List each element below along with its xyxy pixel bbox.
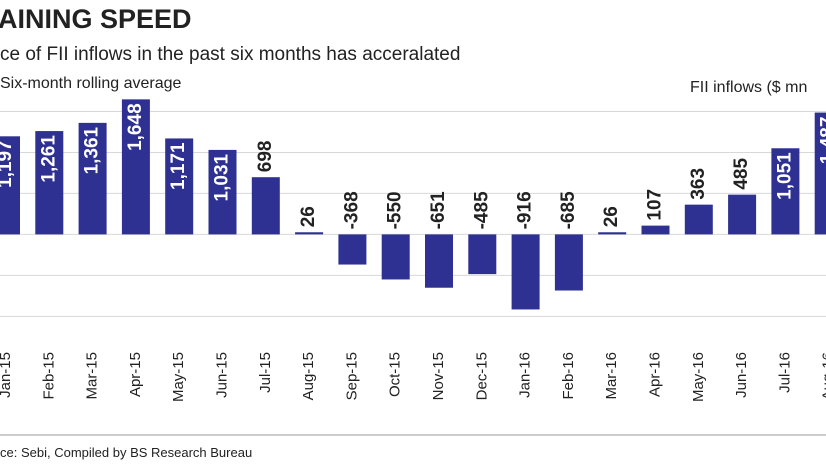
x-tick-label: Aug-16: [820, 352, 826, 400]
x-tick-label: Jan-15: [0, 352, 14, 398]
value-label: 1,051: [774, 152, 795, 200]
x-tick-label: Jul-15: [257, 352, 274, 393]
bar: [295, 232, 324, 235]
x-tick-label: Apr-15: [127, 352, 144, 397]
bar: [78, 122, 107, 235]
x-tick-label: Sep-15: [343, 352, 360, 400]
bar: [598, 232, 627, 235]
value-label: 1,031: [212, 153, 233, 201]
bar: [771, 148, 800, 235]
x-tick-label: Feb-15: [40, 352, 57, 400]
bar: [554, 234, 583, 291]
bar: [338, 234, 367, 265]
bar: [684, 204, 713, 235]
bar: [208, 149, 237, 235]
x-tick-label: Jan-16: [517, 352, 534, 398]
value-label: -685: [558, 191, 579, 229]
bar: [251, 177, 280, 235]
bar: [728, 194, 757, 235]
x-tick-label: Jun-15: [213, 352, 230, 398]
chart-title: AINING SPEED: [0, 4, 192, 34]
value-label: 1,197: [0, 140, 16, 188]
value-label: -651: [428, 191, 449, 229]
value-label: 1,487: [818, 117, 826, 165]
unit-label: FII inflows ($ mn: [690, 79, 807, 96]
bar: [0, 136, 20, 235]
x-tick-label: May-15: [170, 352, 187, 402]
value-label: 1,361: [82, 126, 103, 174]
bar: [121, 99, 150, 235]
source: ce: Sebi, Compiled by BS Research Bureau: [0, 445, 252, 460]
bar: [468, 234, 497, 275]
value-label: 1,171: [168, 142, 189, 190]
value-label: -485: [471, 191, 492, 229]
x-tick-label: Feb-16: [560, 352, 577, 400]
value-label: 698: [255, 140, 276, 172]
bar: [425, 234, 453, 288]
bar: [35, 131, 64, 235]
x-tick-label: Nov-15: [430, 352, 447, 400]
value-label: 26: [601, 206, 622, 227]
bar: [511, 234, 540, 310]
x-tick-label: May-16: [690, 352, 707, 402]
x-tick-label: Apr-16: [646, 352, 663, 397]
bar: [165, 138, 194, 235]
value-label: 26: [298, 206, 319, 227]
bar: [814, 112, 826, 235]
x-tick-label: Dec-15: [473, 352, 490, 400]
x-tick-label: Oct-15: [387, 352, 404, 397]
value-label: -916: [515, 191, 536, 229]
value-label: 1,261: [38, 135, 59, 183]
value-label: -550: [385, 191, 406, 229]
bar: [641, 225, 670, 235]
value-label: 107: [645, 189, 666, 221]
x-tick-label: Aug-15: [300, 352, 317, 400]
chart-subtitle: ce of FII inflows in the past six months…: [0, 44, 460, 65]
value-label: 485: [731, 158, 752, 190]
value-label: 363: [688, 168, 709, 200]
note: Six-month rolling average: [0, 75, 182, 92]
bar: [381, 234, 410, 280]
value-label: 1,648: [125, 103, 146, 151]
value-label: -368: [341, 191, 362, 229]
x-tick-label: Jun-16: [733, 352, 750, 398]
x-tick-label: Mar-16: [603, 352, 620, 400]
x-tick-label: Mar-15: [84, 352, 101, 400]
x-tick-label: Jul-16: [776, 352, 793, 393]
